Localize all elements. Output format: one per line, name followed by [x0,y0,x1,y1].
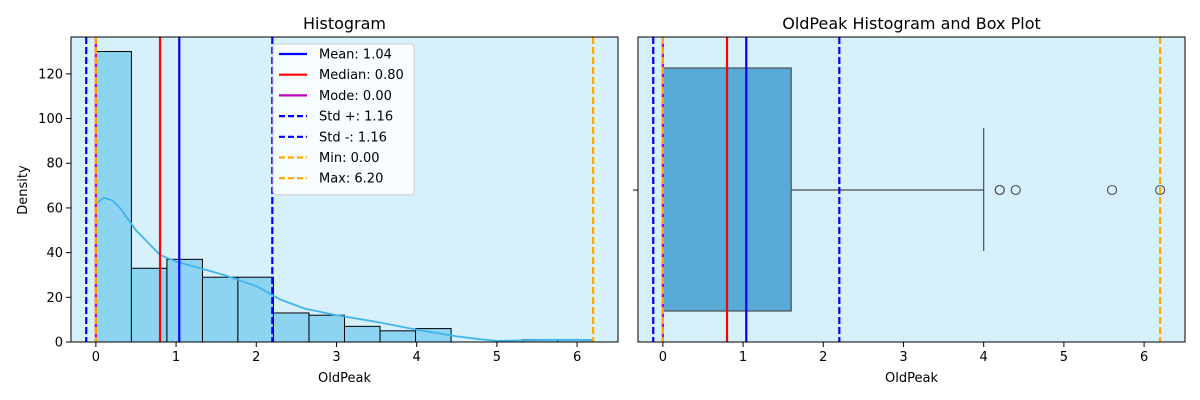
histogram-bar [130,267,168,343]
y-tick-label: 100 [38,112,63,127]
box-plot-chart: OldPeak Histogram and Box Plot 0 1 2 3 4 5 6 O… [633,14,1186,386]
legend-label: Min: 0.00 [319,151,380,166]
legend-label: Std -: 1.16 [319,130,387,145]
x-tick-label: 6 [1140,350,1148,365]
kde-curve [95,196,594,342]
y-tick-label: 60 [46,201,63,216]
x-tick-label: 5 [493,350,501,365]
histogram-bar [95,51,132,343]
histogram-bar [201,276,239,343]
y-tick-label: 80 [46,157,63,172]
box-outlier [1155,184,1166,196]
box-outlier [1010,184,1021,196]
histogram-bar [379,330,417,343]
legend-label: Mean: 1.04 [319,48,392,63]
box-plot-x-axis-label: OldPeak [885,371,938,386]
histogram-bar [344,325,381,343]
histogram-bar [272,312,310,343]
box-outlier [1106,184,1118,196]
y-tick-label: 40 [46,246,63,261]
y-tick-label: 0 [55,336,63,351]
histogram-title: Histogram [303,14,386,33]
x-tick-label: 1 [172,350,180,365]
legend-label: Median: 0.80 [319,68,404,83]
histogram-bar [166,258,203,343]
legend: Mean: 1.04 Median: 0.80 Mode: 0.00 Std +: 1… [272,43,415,196]
histogram-bar [308,314,345,343]
histogram-plot-frame [70,36,619,343]
x-tick-label: 0 [659,350,667,365]
x-tick-label: 6 [573,350,581,365]
x-tick-label: 0 [92,350,100,365]
legend-box [272,43,415,196]
histogram-bar [237,276,274,343]
x-tick-label: 2 [819,350,827,365]
legend-label: Mode: 0.00 [319,89,392,104]
x-tick-label: 2 [252,350,260,365]
y-tick-label: 120 [38,67,63,82]
legend-label: Max: 6.20 [319,172,383,187]
histogram-chart: Histogram 0 1 2 3 4 5 6 0 20 40 60 80 100 120 OldPea… [16,14,619,386]
x-tick-label: 1 [739,350,747,365]
x-tick-label: 3 [332,350,340,365]
x-tick-label: 5 [1060,350,1068,365]
histogram-y-axis-label: Density [16,165,31,215]
y-tick-label: 20 [46,291,63,306]
x-tick-label: 4 [413,350,421,365]
box-outlier [994,184,1005,196]
x-tick-label: 3 [899,350,907,365]
box-plot-title: OldPeak Histogram and Box Plot [782,14,1041,33]
histogram-x-axis-label: OldPeak [318,371,371,386]
legend-label: Std +: 1.16 [319,110,393,125]
x-tick-label: 4 [980,350,988,365]
